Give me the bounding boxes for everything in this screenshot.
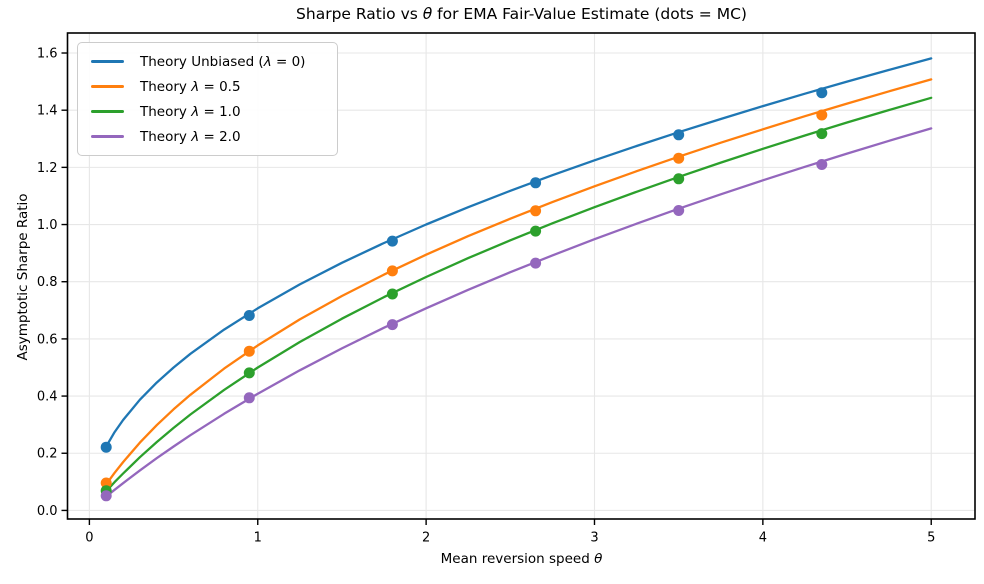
legend-line-swatch — [91, 135, 124, 138]
y-tick-label: 0.0 — [37, 504, 58, 519]
legend-line-swatch — [91, 60, 124, 63]
mc-dot — [530, 205, 542, 217]
legend-item: Theory λ = 1.0 — [91, 99, 327, 124]
chart-title: Sharpe Ratio vs θ for EMA Fair-Value Est… — [296, 5, 747, 23]
y-tick-label: 0.6 — [37, 332, 58, 347]
mc-dot — [530, 225, 542, 237]
mc-dot — [100, 490, 112, 502]
curve-theory-lambda-0.5 — [105, 78, 933, 486]
y-tick-label: 1.2 — [37, 161, 58, 176]
curve-theory-lambda-1 — [105, 96, 933, 493]
mc-dot — [386, 288, 398, 300]
mc-dot — [243, 367, 255, 379]
mc-dot — [673, 173, 685, 185]
x-tick-label: 5 — [927, 531, 935, 546]
y-axis-label: Asymptotic Sharpe Ratio — [15, 193, 31, 361]
legend-item: Theory Unbiased (λ = 0) — [91, 49, 327, 74]
legend-label: Theory λ = 1.0 — [140, 103, 241, 120]
x-tick-label: 1 — [254, 531, 262, 546]
legend-item: Theory λ = 2.0 — [91, 124, 327, 149]
legend-item: Theory λ = 0.5 — [91, 74, 327, 99]
x-axis-label: Mean reversion speed θ — [440, 551, 603, 567]
mc-dot — [386, 319, 398, 331]
mc-dot — [243, 392, 255, 404]
mc-dot — [816, 159, 828, 170]
legend-label: Theory Unbiased (λ = 0) — [140, 53, 306, 70]
mc-dot — [100, 441, 112, 453]
mc-dot — [386, 235, 398, 247]
mc-dot — [530, 177, 542, 189]
mc-dot — [386, 265, 398, 277]
curve-theory-lambda-2 — [105, 127, 933, 498]
mc-dot — [673, 152, 685, 164]
mc-dot — [243, 310, 255, 321]
legend-line-swatch — [91, 85, 124, 88]
y-tick-label: 1.6 — [37, 47, 58, 62]
plot-border — [66, 32, 976, 520]
legend-line-swatch — [91, 110, 124, 113]
x-tick-label: 2 — [422, 531, 430, 546]
x-tick-label: 0 — [85, 531, 93, 546]
y-tick-label: 0.2 — [37, 447, 58, 462]
mc-dot — [243, 345, 255, 357]
mc-dot — [100, 477, 112, 489]
curve-theory-lambda-0 — [105, 57, 933, 448]
y-tick-label: 0.8 — [37, 275, 58, 290]
legend-label: Theory λ = 0.5 — [140, 78, 241, 95]
legend-label: Theory λ = 2.0 — [140, 128, 241, 145]
y-tick-label: 1.0 — [37, 218, 58, 233]
y-tick-label: 1.4 — [37, 104, 58, 119]
y-tick-label: 0.4 — [37, 390, 58, 405]
x-tick-label: 4 — [759, 531, 767, 546]
mc-dot — [673, 205, 685, 216]
mc-dot — [530, 257, 542, 269]
mc-dot — [816, 128, 828, 140]
mc-dot — [816, 87, 828, 99]
mc-dot — [816, 109, 828, 121]
mc-dot — [673, 129, 685, 141]
x-tick-label: 3 — [590, 531, 598, 546]
legend-box: Theory Unbiased (λ = 0) Theory λ = 0.5 The… — [77, 42, 338, 156]
